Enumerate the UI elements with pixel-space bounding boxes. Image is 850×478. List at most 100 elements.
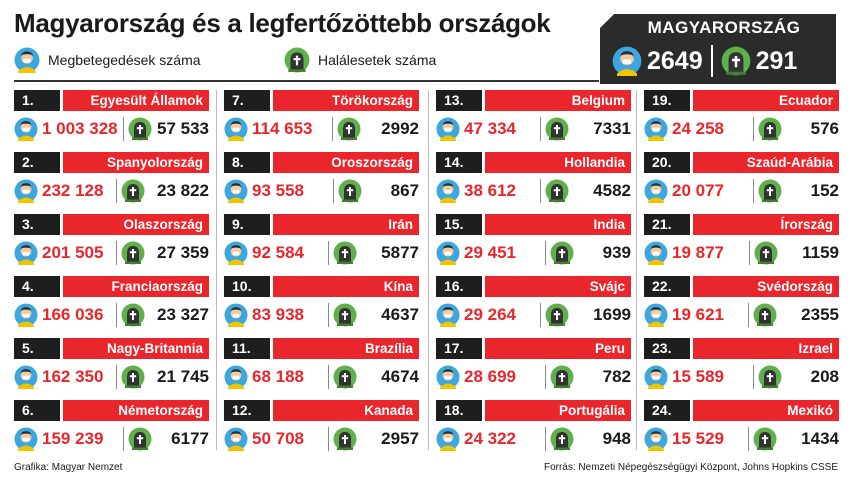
country-card: 14. Hollandia 38 612 4582 (436, 152, 631, 212)
card-header: 18. Portugália (436, 400, 631, 421)
card-figures: 68 188 4674 (224, 363, 419, 391)
country-cases: 19 877 (672, 243, 724, 262)
country-deaths: 27 359 (156, 243, 209, 262)
country-rank: 3. (14, 214, 60, 235)
person-mask-icon (644, 427, 668, 451)
grave-icon (758, 365, 782, 389)
person-mask-icon (436, 241, 460, 265)
card-header: 23. Izrael (644, 338, 839, 359)
country-card: 19. Ecuador 24 258 576 (644, 90, 839, 150)
card-figures: 93 558 867 (224, 177, 419, 205)
person-mask-icon (14, 427, 38, 451)
card-figures: 15 589 208 (644, 363, 839, 391)
person-mask-icon (644, 365, 668, 389)
card-figures: 47 334 7331 (436, 115, 631, 143)
country-deaths: 939 (602, 243, 631, 262)
country-name: Portugália (485, 400, 631, 421)
grave-icon (121, 241, 145, 265)
card-figures: 20 077 152 (644, 177, 839, 205)
country-deaths: 1699 (593, 305, 631, 324)
country-cases: 20 077 (672, 181, 724, 200)
header-rule (14, 80, 599, 82)
divider (115, 179, 117, 203)
country-name: India (485, 214, 631, 235)
country-rank: 4. (14, 276, 60, 297)
grave-icon (333, 365, 357, 389)
person-mask-icon (224, 179, 248, 203)
divider (328, 365, 330, 389)
legend-cases-label: Megbetegedések száma (48, 52, 201, 68)
country-rank: 7. (224, 90, 270, 111)
card-figures: 24 258 576 (644, 115, 839, 143)
grave-icon (128, 117, 152, 141)
grave-icon (333, 427, 357, 451)
country-name: Izrael (693, 338, 839, 359)
country-cases: 15 589 (672, 367, 724, 386)
card-figures: 114 653 2992 (224, 115, 419, 143)
grave-icon (337, 117, 361, 141)
country-deaths: 208 (810, 367, 839, 386)
divider (752, 117, 754, 141)
card-header: 4. Franciaország (14, 276, 209, 297)
card-header: 8. Oroszország (224, 152, 419, 173)
card-header: 6. Németország (14, 400, 209, 421)
column-divider (216, 90, 217, 450)
country-cases: 24 322 (464, 429, 516, 448)
grave-icon (758, 179, 782, 203)
card-header: 7. Törökország (224, 90, 419, 111)
country-name: Franciaország (63, 276, 209, 297)
divider (122, 427, 124, 451)
card-figures: 1 003 328 57 533 (14, 115, 209, 143)
card-header: 1. Egyesült Államok (14, 90, 209, 111)
country-card: 18. Portugália 24 322 948 (436, 400, 631, 460)
country-deaths: 23 327 (156, 305, 209, 324)
country-deaths: 23 822 (156, 181, 209, 200)
country-rank: 22. (644, 276, 690, 297)
divider (122, 117, 124, 141)
country-deaths: 4582 (593, 181, 631, 200)
data-source: Forrás: Nemzeti Népegészségügyi Központ,… (543, 462, 838, 473)
grave-icon (754, 241, 778, 265)
card-header: 17. Peru (436, 338, 631, 359)
grave-icon (338, 179, 362, 203)
country-rank: 24. (644, 400, 690, 421)
country-rank: 11. (224, 338, 270, 359)
country-rank: 14. (436, 152, 482, 173)
country-card: 13. Belgium 47 334 7331 (436, 90, 631, 150)
country-card: 8. Oroszország 93 558 867 (224, 152, 419, 212)
divider (748, 427, 750, 451)
person-mask-icon (14, 365, 38, 389)
country-cases: 1 003 328 (42, 119, 118, 138)
graphic-credit: Grafika: Magyar Nemzet (14, 462, 123, 473)
card-header: 20. Szaúd-Arábia (644, 152, 839, 173)
person-mask-icon (14, 117, 38, 141)
person-mask-icon (224, 241, 248, 265)
country-deaths: 152 (810, 181, 839, 200)
country-cases: 29 264 (464, 305, 516, 324)
country-name: Szaúd-Arábia (693, 152, 839, 173)
grave-icon (333, 241, 357, 265)
person-mask-icon (14, 241, 38, 265)
hungary-cases: 2649 (647, 46, 703, 75)
divider (540, 303, 542, 327)
card-figures: 38 612 4582 (436, 177, 631, 205)
country-rank: 2. (14, 152, 60, 173)
country-card: 1. Egyesült Államok 1 003 328 57 533 (14, 90, 209, 150)
country-name: Hollandia (485, 152, 631, 173)
grave-icon (121, 365, 145, 389)
card-header: 22. Svédország (644, 276, 839, 297)
person-mask-icon (644, 179, 668, 203)
country-rank: 1. (14, 90, 60, 111)
country-cases: 201 505 (42, 243, 104, 262)
country-deaths: 4674 (381, 367, 419, 386)
grave-icon (284, 47, 310, 73)
card-figures: 19 877 1159 (644, 239, 839, 267)
person-mask-icon (436, 427, 460, 451)
grave-icon (121, 179, 145, 203)
card-header: 13. Belgium (436, 90, 631, 111)
person-mask-icon (436, 117, 460, 141)
divider (540, 179, 542, 203)
legend-deaths: Halálesetek száma (284, 47, 436, 73)
card-figures: 159 239 6177 (14, 425, 209, 453)
country-card: 20. Szaúd-Arábia 20 077 152 (644, 152, 839, 212)
